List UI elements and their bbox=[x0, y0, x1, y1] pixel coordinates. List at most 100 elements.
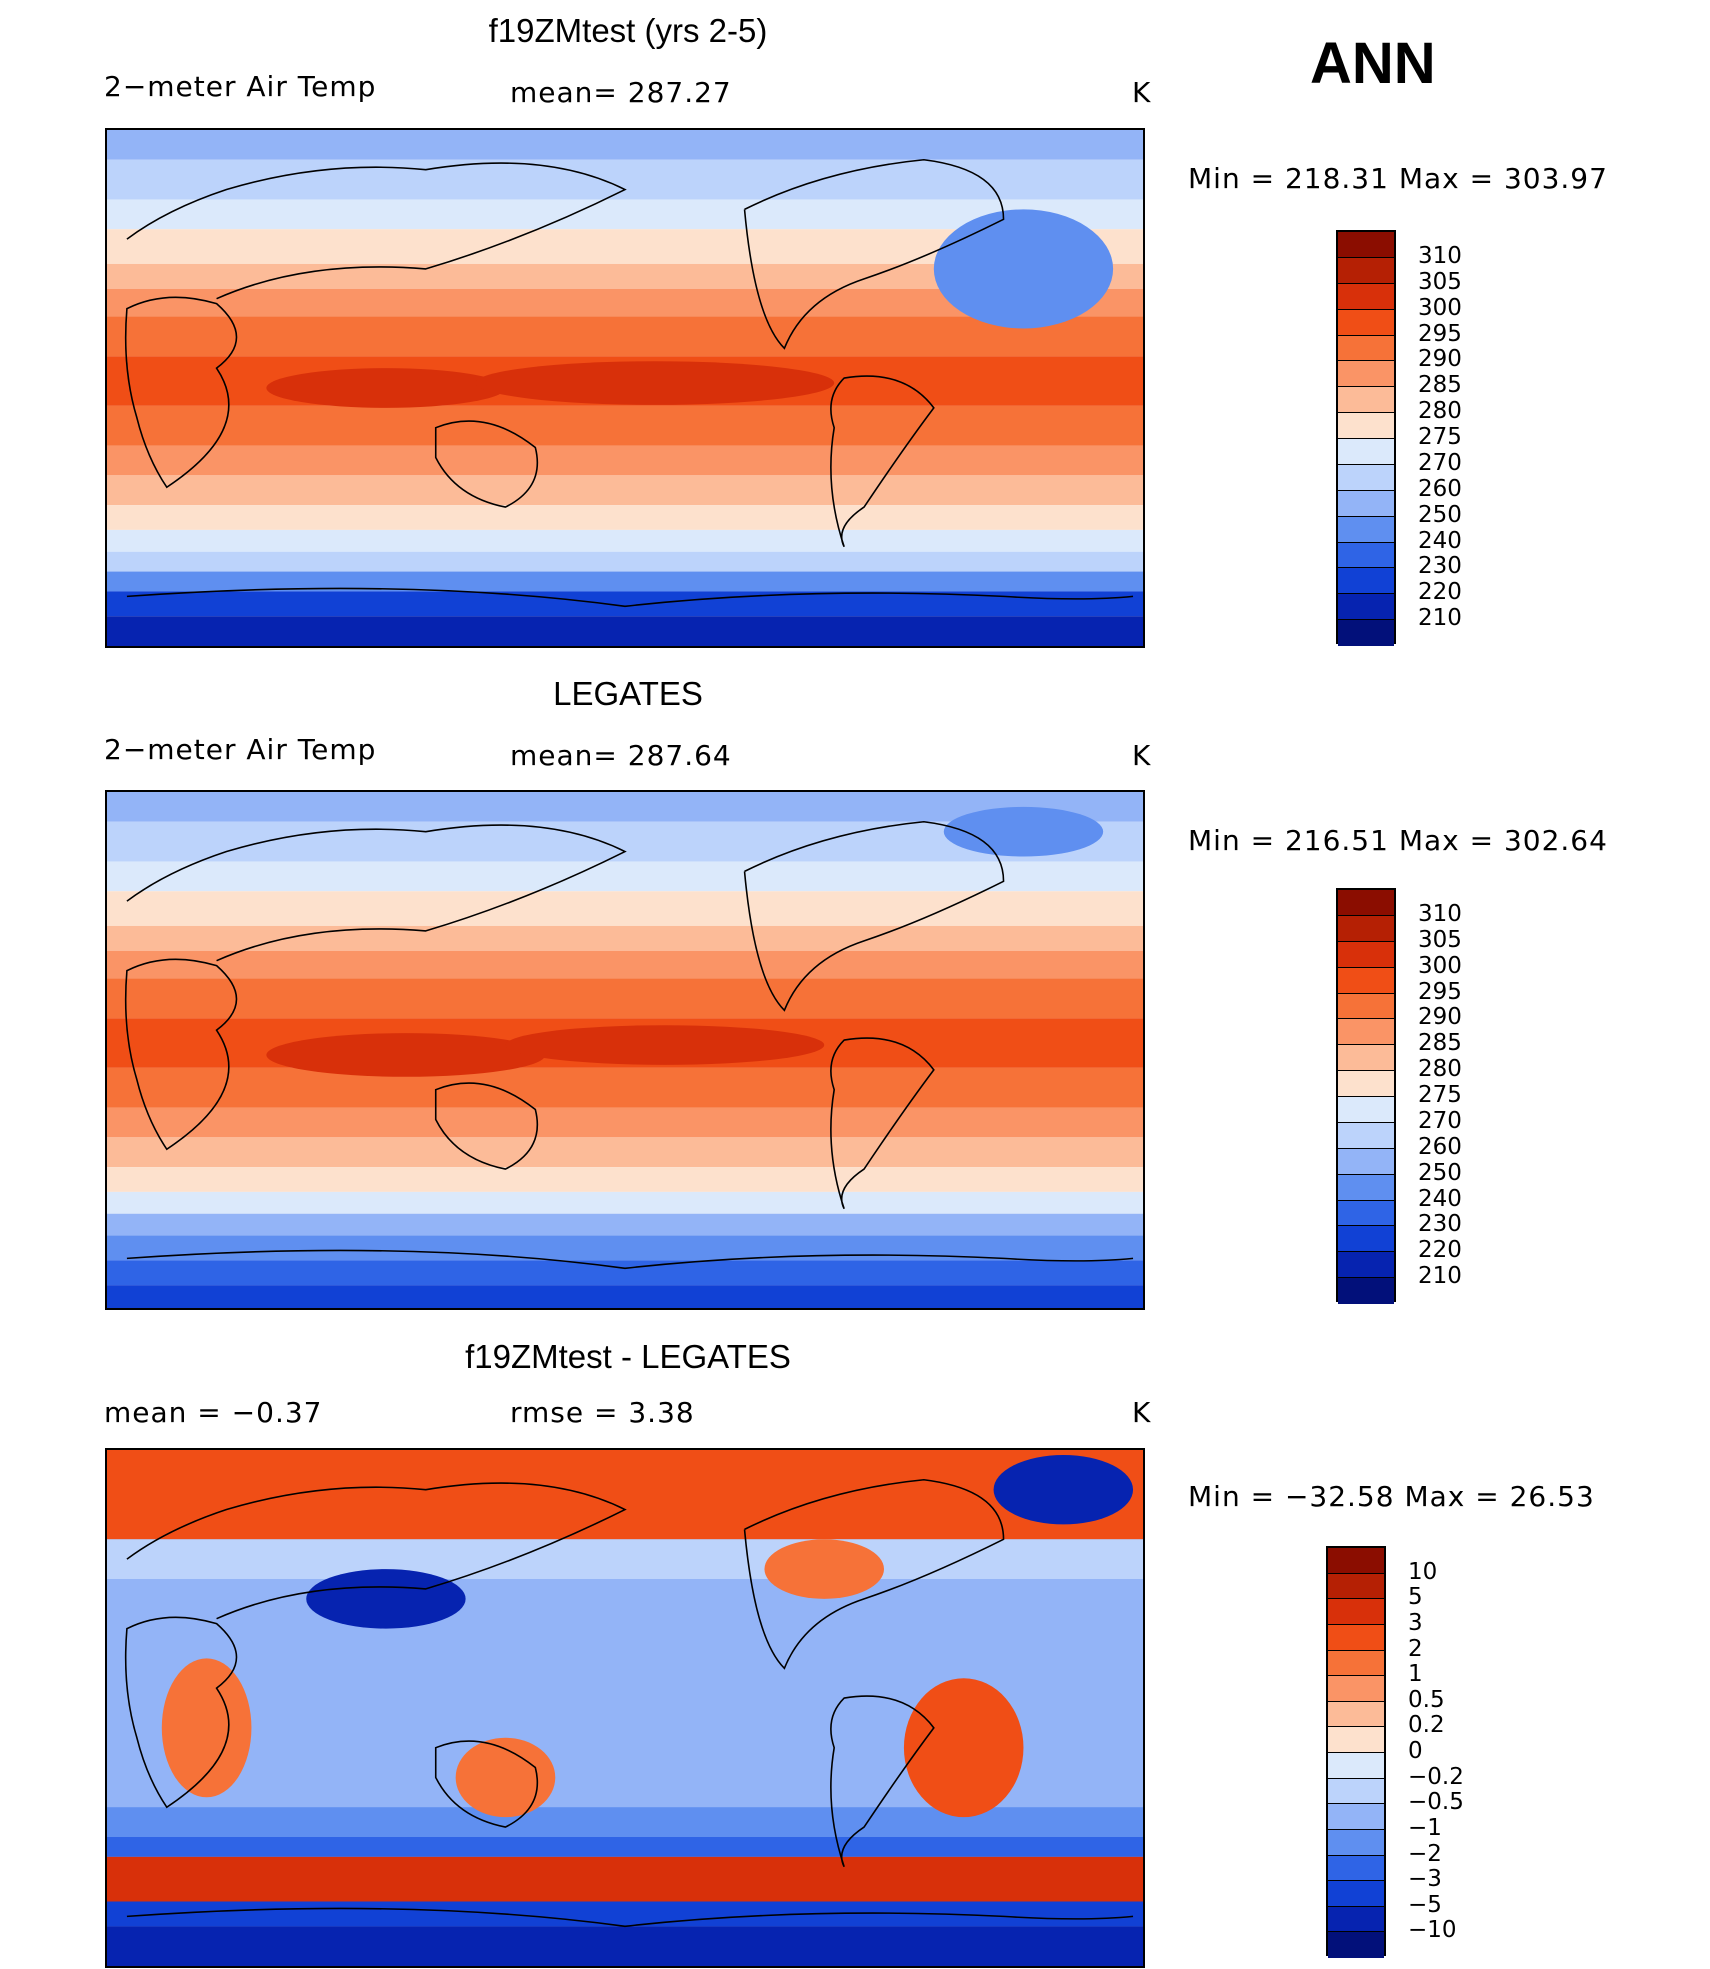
panel-3-colorbar-box bbox=[1328, 1778, 1384, 1805]
panel-3-mean-label: mean = −0.37 bbox=[104, 1396, 323, 1429]
panel-3-colorbar-box bbox=[1328, 1932, 1384, 1958]
panel-3-colorbar-tick-label: −0.5 bbox=[1408, 1789, 1464, 1816]
panel-2-map bbox=[105, 790, 1145, 1310]
panel-3-colorbar-box bbox=[1328, 1624, 1384, 1651]
panel-3-colorbar-tick-label: 3 bbox=[1408, 1609, 1423, 1636]
panel-3-minmax: Min = −32.58 Max = 26.53 bbox=[1188, 1480, 1595, 1513]
panel-1-colorbar-box bbox=[1338, 464, 1394, 491]
panel-1-colorbar-tick-label: 310 bbox=[1418, 242, 1462, 269]
panel-1-unit-label: K bbox=[1132, 76, 1152, 109]
panel-3-colorbar-tick-label: 0 bbox=[1408, 1738, 1423, 1764]
panel-3-colorbar bbox=[1326, 1546, 1386, 1958]
panel-3-difference-field bbox=[107, 1450, 1143, 1966]
panel-1-coastlines bbox=[124, 158, 1134, 608]
panel-3-colorbar-tick-label: −5 bbox=[1408, 1891, 1442, 1918]
panel-3-colorbar-tick-label: 0.5 bbox=[1408, 1686, 1445, 1713]
panel-1-colorbar-tick-label: 305 bbox=[1418, 268, 1462, 295]
panel-2-colorbar-box bbox=[1338, 915, 1394, 942]
panel-2-unit-label: K bbox=[1132, 739, 1152, 772]
panel-3-map-svg bbox=[107, 1450, 1143, 1966]
panel-3-colorbar-box bbox=[1328, 1804, 1384, 1830]
panel-1-colorbar-tick-label: 220 bbox=[1418, 579, 1462, 606]
panel-2-colorbar-box bbox=[1338, 1045, 1394, 1072]
panel-2-colorbar-box bbox=[1338, 1200, 1394, 1227]
panel-3-colorbar-box bbox=[1328, 1727, 1384, 1753]
panel-1-colorbar-tick-label: 300 bbox=[1418, 294, 1462, 321]
panel-3-colorbar-box bbox=[1328, 1650, 1384, 1677]
panel-1-colorbar-tick-label: 285 bbox=[1418, 372, 1462, 399]
panel-3-colorbar-box bbox=[1328, 1881, 1384, 1907]
panel-3-colorbar-box bbox=[1328, 1855, 1384, 1882]
panel-1-colorbar-tick-label: 240 bbox=[1418, 527, 1462, 554]
panel-2-minmax: Min = 216.51 Max = 302.64 bbox=[1188, 824, 1608, 857]
panel-3-colorbar-box bbox=[1328, 1599, 1384, 1625]
panel-2-coastlines bbox=[124, 820, 1134, 1270]
panel-3-colorbar-tick-label: 5 bbox=[1408, 1584, 1423, 1611]
panel-1-colorbar-box bbox=[1338, 309, 1394, 336]
panel-2-colorbar-box bbox=[1338, 1226, 1394, 1253]
panel-3-colorbar-tick-label: −3 bbox=[1408, 1866, 1442, 1893]
panel-2-colorbar-box bbox=[1338, 967, 1394, 994]
panel-3-colorbar-tick-label: −2 bbox=[1408, 1840, 1442, 1867]
panel-2-colorbar-tick-label: 270 bbox=[1418, 1107, 1462, 1134]
panel-3-colorbar-tick-label: 1 bbox=[1408, 1661, 1423, 1688]
panel-2-colorbar-tick-label: 290 bbox=[1418, 1004, 1462, 1031]
panel-1-colorbar-box bbox=[1338, 542, 1394, 569]
panel-3-rmse-label: rmse = 3.38 bbox=[510, 1396, 695, 1429]
panel-1-minmax: Min = 218.31 Max = 303.97 bbox=[1188, 162, 1608, 195]
panel-1-colorbar-tick-label: 295 bbox=[1418, 320, 1462, 347]
panel-3-unit-label: K bbox=[1132, 1396, 1152, 1429]
panel-1-colorbar-tick-label: 275 bbox=[1418, 424, 1462, 450]
panel-1-colorbar-box bbox=[1338, 568, 1394, 595]
panel-1-colorbar-box bbox=[1338, 594, 1394, 621]
panel-1-title: f19ZMtest (yrs 2-5) bbox=[488, 12, 768, 49]
panel-2-colorbar-tick-label: 305 bbox=[1418, 926, 1462, 953]
panel-1-colorbar-tick-label: 290 bbox=[1418, 346, 1462, 373]
panel-2-colorbar-tick-label: 250 bbox=[1418, 1159, 1462, 1186]
panel-1-colorbar-box bbox=[1338, 361, 1394, 388]
panel-3-colorbar-tick-label: −10 bbox=[1408, 1917, 1457, 1944]
panel-1-colorbar-box bbox=[1338, 257, 1394, 284]
panel-3-colorbar-box bbox=[1328, 1906, 1384, 1933]
panel-1-colorbar-box bbox=[1338, 439, 1394, 465]
panel-1-colorbar-box bbox=[1338, 490, 1394, 517]
panel-3-colorbar-tick-label: 0.2 bbox=[1408, 1712, 1445, 1739]
panel-1-colorbar-tick-label: 260 bbox=[1418, 475, 1462, 502]
panel-2-colorbar-box bbox=[1338, 1122, 1394, 1149]
panel-3-colorbar-tick-label: 2 bbox=[1408, 1635, 1423, 1662]
panel-1-map-svg bbox=[107, 130, 1143, 646]
panel-3-title: f19ZMtest - LEGATES bbox=[465, 1338, 791, 1375]
panel-2-colorbar-tick-label: 300 bbox=[1418, 952, 1462, 979]
panel-2-colorbar-box bbox=[1338, 993, 1394, 1020]
panel-2-colorbar-tick-label: 210 bbox=[1418, 1263, 1462, 1290]
panel-2-colorbar-tick-label: 275 bbox=[1418, 1082, 1462, 1108]
panel-2-variable-label: 2−meter Air Temp bbox=[104, 733, 377, 766]
panel-3-colorbar-box bbox=[1328, 1753, 1384, 1779]
panel-1-map bbox=[105, 128, 1145, 648]
panel-2-temperature-bands bbox=[107, 792, 1143, 1308]
panel-1-variable-label: 2−meter Air Temp bbox=[104, 70, 377, 103]
panel-3-colorbar-box bbox=[1328, 1829, 1384, 1856]
panel-3-colorbar-box bbox=[1328, 1701, 1384, 1728]
season-label: ANN bbox=[1310, 31, 1436, 96]
panel-2-colorbar-tick-label: 230 bbox=[1418, 1211, 1462, 1238]
panel-1-colorbar-box bbox=[1338, 620, 1394, 646]
panel-1-colorbar-tick-label: 280 bbox=[1418, 398, 1462, 425]
panel-2-colorbar-tick-label: 240 bbox=[1418, 1185, 1462, 1212]
panel-2-colorbar-tick-label: 220 bbox=[1418, 1237, 1462, 1264]
panel-2-colorbar-box bbox=[1338, 1148, 1394, 1175]
panel-2-colorbar bbox=[1336, 888, 1396, 1304]
panel-2-colorbar-tick-label: 285 bbox=[1418, 1030, 1462, 1057]
panel-2-colorbar-box bbox=[1338, 1071, 1394, 1097]
panel-2-colorbar-box bbox=[1338, 941, 1394, 968]
panel-1-colorbar-box bbox=[1338, 283, 1394, 310]
panel-2-map-svg bbox=[107, 792, 1143, 1308]
panel-2-colorbar-tick-label: 310 bbox=[1418, 900, 1462, 927]
panel-2-colorbar-tick-label: 260 bbox=[1418, 1133, 1462, 1160]
panel-1-colorbar-box bbox=[1338, 387, 1394, 414]
panel-2-colorbar-box bbox=[1338, 1252, 1394, 1279]
panel-3-colorbar-box bbox=[1328, 1548, 1384, 1574]
panel-2-colorbar-tick-label: 295 bbox=[1418, 978, 1462, 1005]
panel-3-colorbar-box bbox=[1328, 1573, 1384, 1600]
panel-1-colorbar-tick-label: 270 bbox=[1418, 449, 1462, 476]
